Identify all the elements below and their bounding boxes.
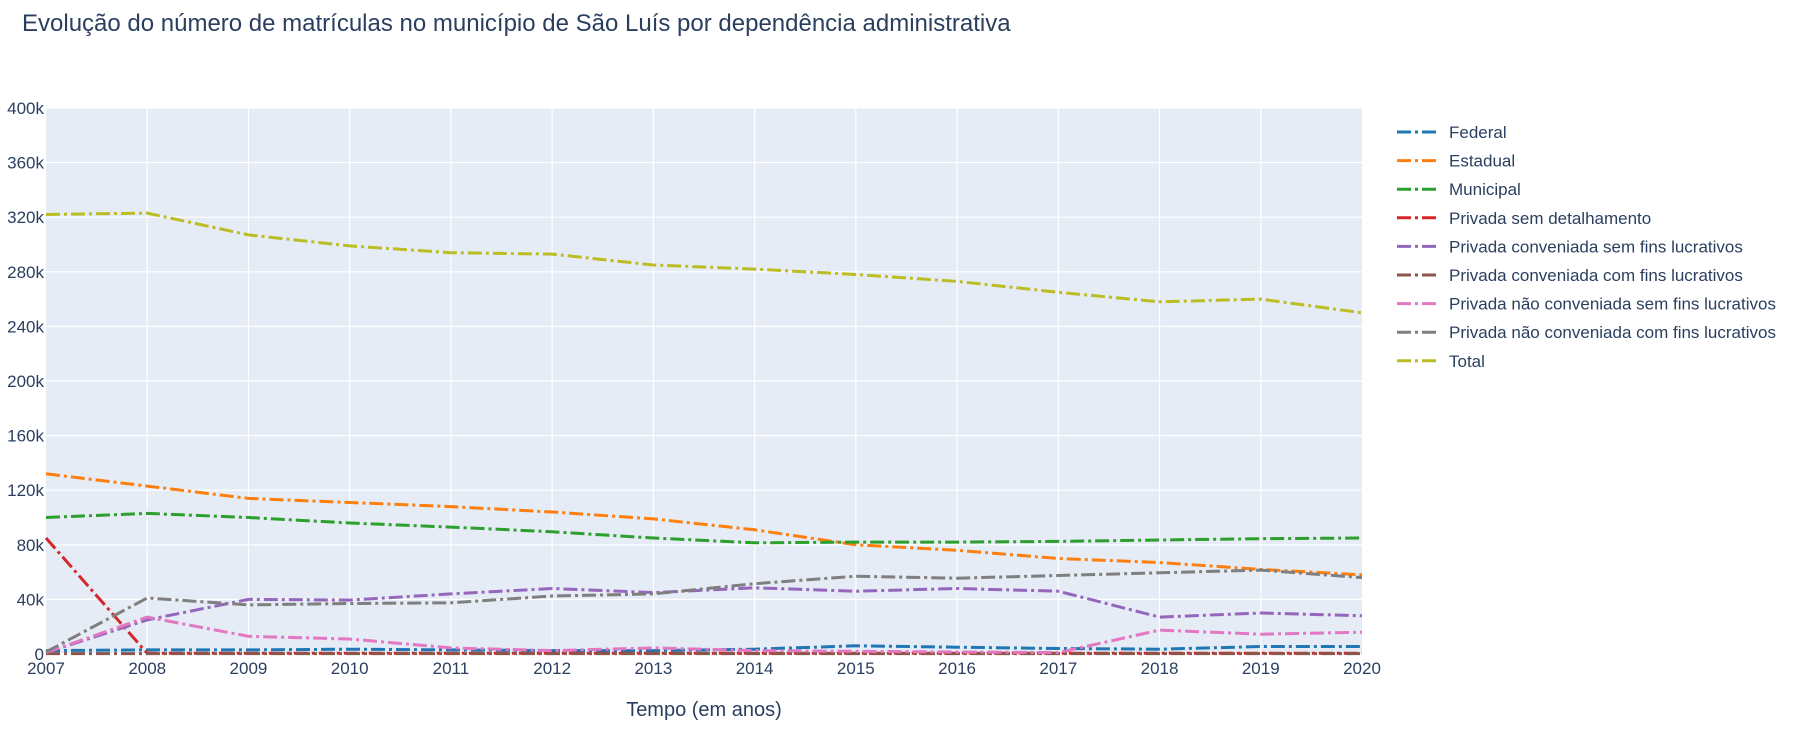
chart-title: Evolução do número de matrículas no muni… (22, 10, 1011, 37)
y-tick-label: 160k (7, 427, 44, 446)
legend-item-3[interactable]: Privada sem detalhamento (1397, 209, 1651, 228)
y-tick-label: 400k (7, 99, 44, 118)
legend-item-0[interactable]: Federal (1397, 123, 1507, 142)
y-tick-label: 40k (17, 590, 45, 609)
legend-label: Estadual (1449, 152, 1515, 171)
x-tick-label: 2020 (1343, 659, 1381, 678)
y-tick-label: 280k (7, 263, 44, 282)
series-line-0 (45, 644, 1362, 653)
x-tick-label: 2013 (634, 659, 672, 678)
x-tick-label: 2008 (128, 659, 166, 678)
y-tick-label: 320k (7, 208, 44, 227)
legend-item-4[interactable]: Privada conveniada sem fins lucrativos (1397, 237, 1743, 256)
legend-item-8[interactable]: Total (1397, 352, 1485, 371)
x-tick-label: 2015 (837, 659, 875, 678)
series-line-8 (45, 211, 1363, 315)
series-line-6 (45, 615, 1363, 655)
legend-label: Privada conveniada com fins lucrativos (1449, 266, 1743, 285)
legend-item-6[interactable]: Privada não conveniada sem fins lucrativ… (1397, 295, 1776, 314)
series-line-2 (45, 511, 1363, 545)
y-tick-label: 0 (35, 645, 44, 664)
y-axis-ticks: 0 40k 80k 120k 160k 200k 240k 280k 320k 360k 400k (7, 99, 44, 664)
series-line-1 (45, 472, 1363, 577)
series-lines (44, 211, 1363, 656)
legend-label: Privada não conveniada sem fins lucrativ… (1449, 295, 1776, 314)
grid-lines (46, 107, 1362, 655)
x-tick-label: 2007 (27, 659, 65, 678)
legend-item-2[interactable]: Municipal (1397, 180, 1521, 199)
legend-label: Federal (1449, 123, 1507, 142)
legend-item-7[interactable]: Privada não conveniada com fins lucrativ… (1397, 323, 1776, 342)
x-tick-label: 2019 (1242, 659, 1280, 678)
legend-label: Municipal (1449, 180, 1521, 199)
x-tick-label: 2011 (433, 659, 470, 678)
x-tick-label: 2009 (230, 659, 268, 678)
y-tick-label: 240k (7, 317, 44, 336)
x-axis-ticks: 2007 2008 2009 2010 2011 2012 2013 2014 2015 2016… (27, 659, 1381, 678)
legend-label: Privada sem detalhamento (1449, 209, 1651, 228)
legend-label: Privada não conveniada com fins lucrativ… (1449, 323, 1776, 342)
series-line-4 (45, 586, 1363, 655)
x-tick-label: 2012 (533, 659, 571, 678)
y-tick-label: 360k (7, 154, 44, 173)
legend[interactable]: Federal Estadual Municipal Privada sem deta… (1397, 123, 1776, 371)
legend-item-5[interactable]: Privada conveniada com fins lucrativos (1397, 266, 1743, 285)
x-axis-title: Tempo (em anos) (626, 699, 782, 721)
y-tick-label: 80k (17, 536, 45, 555)
legend-label: Privada conveniada sem fins lucrativos (1449, 237, 1743, 256)
y-tick-label: 120k (7, 481, 44, 500)
y-tick-label: 200k (7, 372, 44, 391)
legend-label: Total (1449, 352, 1485, 371)
legend-item-1[interactable]: Estadual (1397, 152, 1515, 171)
x-tick-label: 2016 (938, 659, 976, 678)
x-tick-label: 2010 (331, 659, 369, 678)
x-tick-label: 2017 (1039, 659, 1077, 678)
series-line-7 (45, 568, 1363, 654)
x-tick-label: 2018 (1141, 659, 1179, 678)
x-tick-label: 2014 (736, 659, 774, 678)
